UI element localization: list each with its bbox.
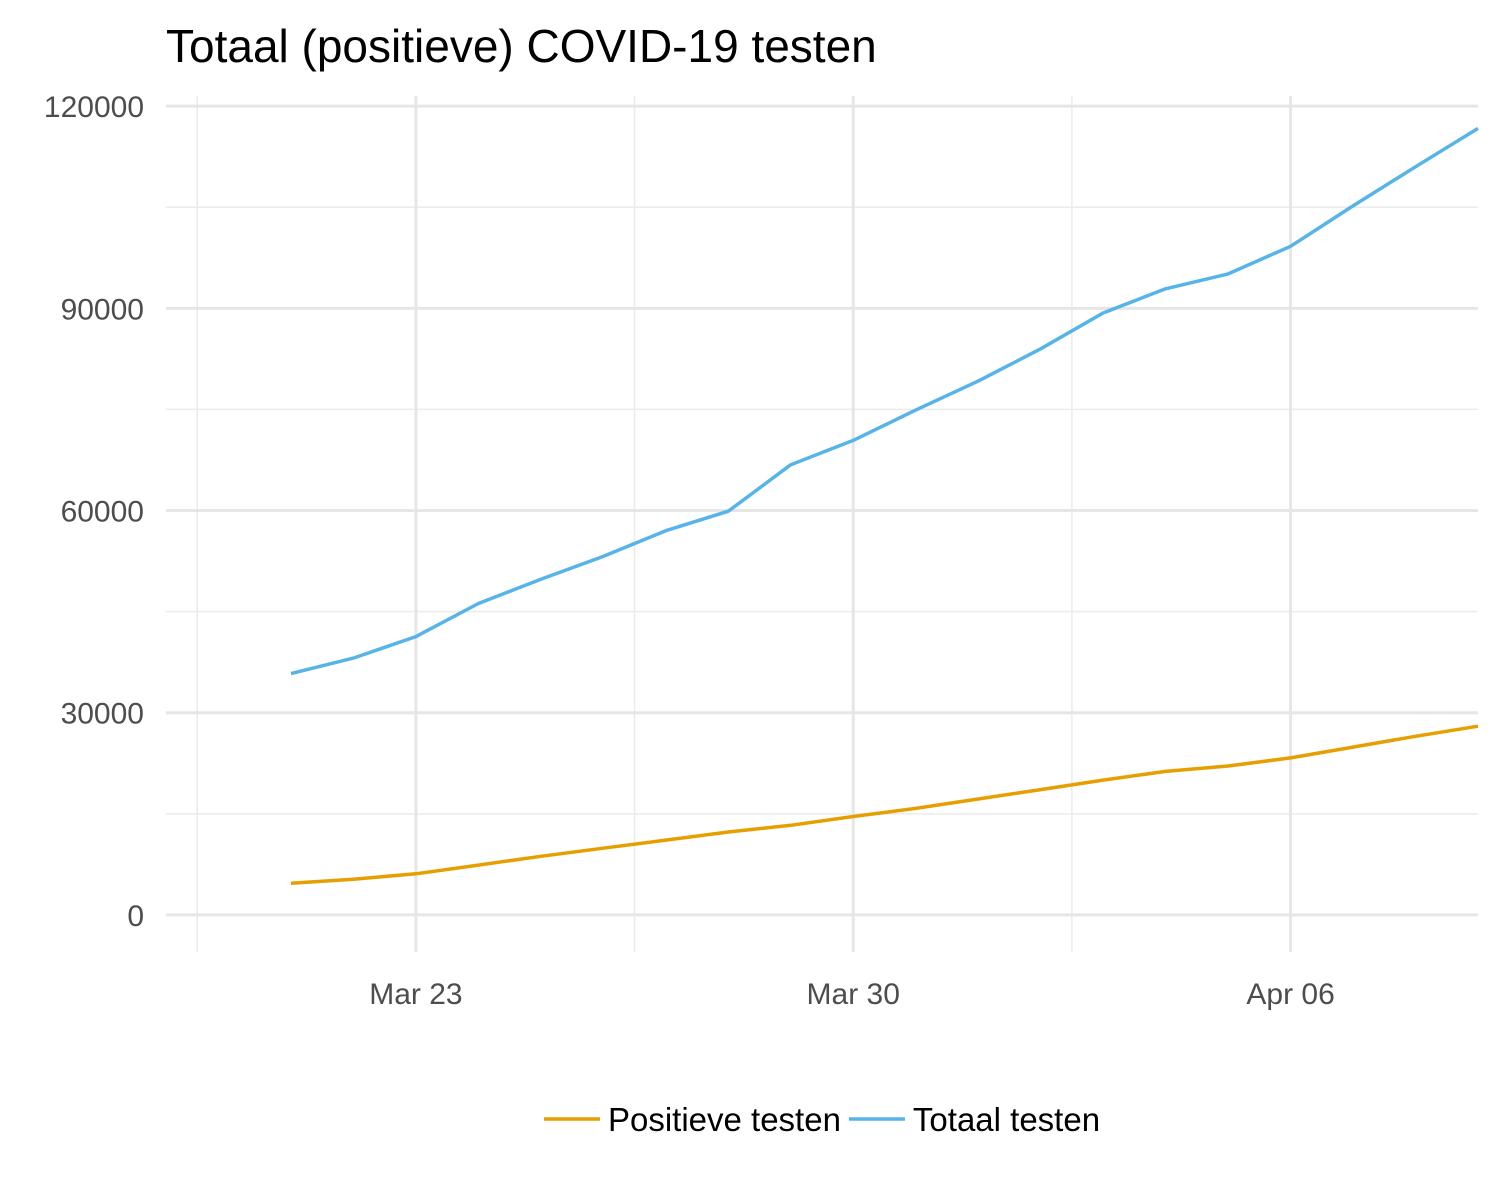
series-line-2 — [290, 126, 1479, 676]
y-axis-tick-labels: 0 30000 60000 90000 120000 — [44, 91, 144, 933]
x-axis-tick-labels: Mar 23 Mar 30 Apr 06 — [369, 978, 1335, 1011]
x-tick-label: Mar 23 — [369, 978, 462, 1011]
series-lines — [290, 126, 1479, 886]
legend: Positieve testen Totaal testen — [543, 1101, 1100, 1138]
y-tick-label: 120000 — [44, 91, 144, 124]
y-tick-label: 90000 — [61, 293, 144, 326]
grid — [166, 96, 1478, 952]
legend-label: Totaal testen — [913, 1101, 1100, 1138]
series-line-1 — [290, 724, 1479, 886]
legend-label: Positieve testen — [608, 1101, 841, 1138]
chart-title: Totaal (positieve) COVID-19 testen — [166, 20, 877, 72]
y-tick-label: 0 — [127, 900, 144, 933]
x-tick-label: Apr 06 — [1246, 978, 1334, 1011]
y-tick-label: 60000 — [61, 496, 144, 529]
y-tick-label: 30000 — [61, 698, 144, 731]
x-tick-label: Mar 30 — [807, 978, 900, 1011]
